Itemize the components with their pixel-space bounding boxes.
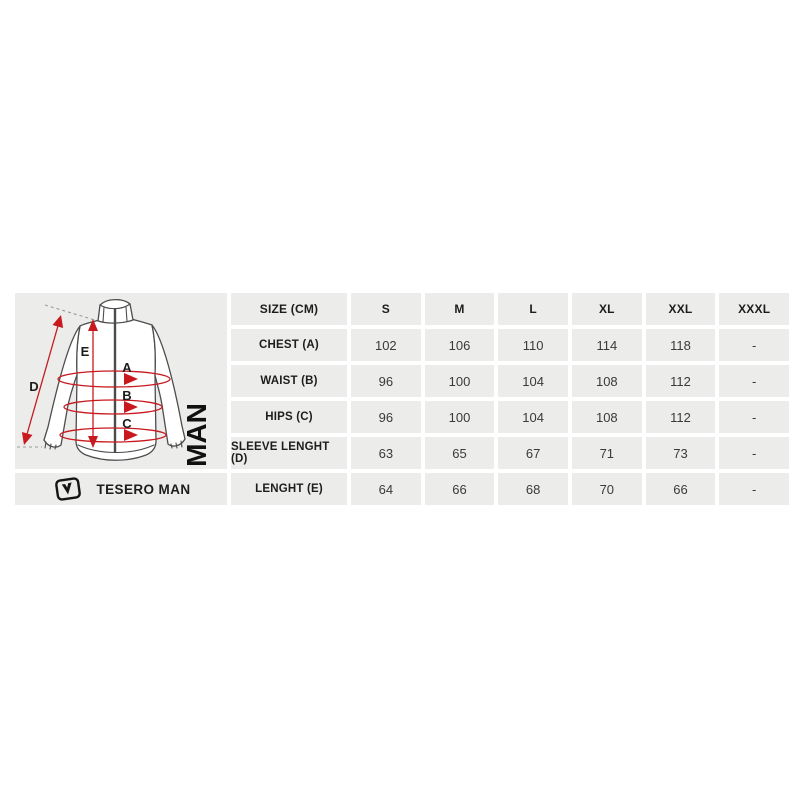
jacket-measurement-diagram: A B C D E MAN [15,293,227,469]
size-value-cell: 96 [351,365,421,397]
size-guide: A B C D E MAN TESERO MAN SIZE (CM) [15,293,789,505]
size-header-xxl: XXL [645,293,716,325]
measure-label-e: E [81,344,90,359]
size-header-xxxl: XXXL [719,293,789,325]
size-value-cell: 100 [424,401,495,433]
chest-arrowhead-icon [124,373,138,385]
size-table-header-label: SIZE (CM) [231,293,347,325]
size-header-l: L [498,293,568,325]
gender-label: MAN [181,403,212,467]
row-label-chest: CHEST (A) [231,329,347,361]
size-value-cell: 67 [498,437,568,469]
size-value-cell: 108 [571,365,642,397]
sleeve-arrowhead-top-icon [52,315,64,328]
size-value-cell: - [719,365,789,397]
jacket-left-sleeve [43,325,81,448]
size-value-cell: 110 [498,329,568,361]
size-value-cell: - [719,473,789,505]
size-value-cell: 66 [645,473,716,505]
chest-measure-ellipse [57,370,171,388]
row-label-length: LENGHT (E) [231,473,347,505]
size-value-cell: - [719,329,789,361]
size-table: SIZE (CM) S M L XL XXL XXXL CHEST (A) 10… [231,293,789,505]
v-badge-icon [51,475,85,503]
size-value-cell: - [719,401,789,433]
measure-label-b: B [122,388,131,403]
length-arrowhead-top-icon [88,319,98,331]
size-value-cell: 102 [351,329,421,361]
size-value-cell: 63 [351,437,421,469]
size-value-cell: 64 [351,473,421,505]
size-value-cell: 106 [424,329,495,361]
measure-label-d: D [29,379,38,394]
jacket-diagram-illustration: A B C D E [17,298,186,461]
right-cuff-ticks [170,440,183,449]
size-value-cell: 114 [571,329,642,361]
size-value-cell: 66 [424,473,495,505]
row-label-sleeve-length: SLEEVE LENGHT (D) [231,437,347,469]
waist-measure-ellipse [63,399,163,415]
size-value-cell: 104 [498,365,568,397]
size-value-cell: 68 [498,473,568,505]
brand-panel: TESERO MAN [15,473,227,505]
length-arrowhead-bottom-icon [88,436,98,448]
size-value-cell: 100 [424,365,495,397]
left-cuff-ticks [44,441,57,450]
sleeve-measure-arrow [26,326,59,434]
hips-measure-ellipse [59,427,167,443]
shoulder-leader-line [44,304,99,322]
size-value-cell: 65 [424,437,495,469]
row-label-hips: HIPS (C) [231,401,347,433]
size-value-cell: 112 [645,401,716,433]
hips-arrowhead-icon [124,429,138,441]
diagram-column: A B C D E MAN TESERO MAN [15,293,227,505]
measure-label-a: A [122,360,132,375]
size-header-s: S [351,293,421,325]
waist-arrowhead-icon [124,401,138,413]
size-value-cell: - [719,437,789,469]
brand-name: TESERO MAN [96,481,191,497]
size-value-cell: 70 [571,473,642,505]
sleeve-arrowhead-bottom-icon [21,432,33,445]
size-value-cell: 73 [645,437,716,469]
collar-seams [102,306,128,323]
size-header-xl: XL [571,293,642,325]
size-value-cell: 96 [351,401,421,433]
row-label-waist: WAIST (B) [231,365,347,397]
size-header-m: M [424,293,495,325]
size-value-cell: 112 [645,365,716,397]
measure-label-c: C [122,416,132,431]
size-value-cell: 108 [571,401,642,433]
jacket-right-sleeve [151,324,186,447]
size-value-cell: 71 [571,437,642,469]
size-value-cell: 118 [645,329,716,361]
size-value-cell: 104 [498,401,568,433]
